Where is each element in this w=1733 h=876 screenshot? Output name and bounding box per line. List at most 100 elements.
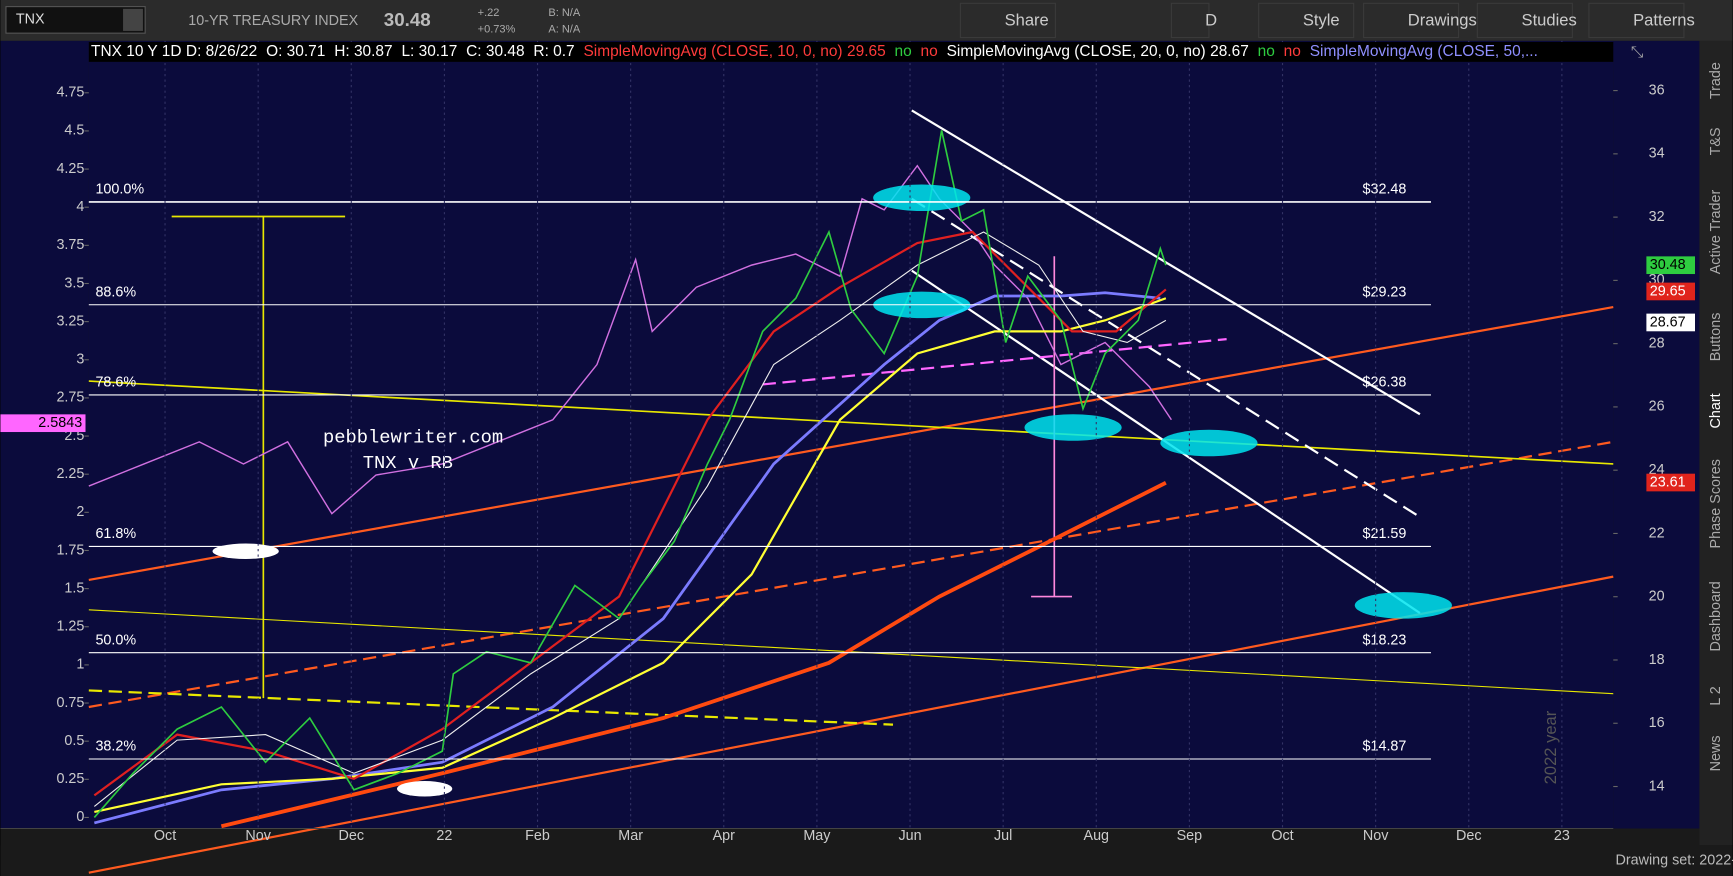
y-tick-label: 3.75 xyxy=(56,237,84,253)
year-label: 2022 year xyxy=(1541,710,1560,784)
fib-pct: 38.2% xyxy=(95,739,136,755)
measure xyxy=(171,215,346,699)
y2-tick-label: 14 xyxy=(1649,778,1665,794)
dropdown[interactable] xyxy=(123,8,143,31)
watermark: TNX v RB xyxy=(363,452,453,474)
toolbar-button[interactable] xyxy=(959,2,1056,39)
right-axis-area xyxy=(1613,40,1700,829)
sidebar-tab[interactable]: Trade xyxy=(1708,62,1724,99)
rb-line xyxy=(88,164,1172,515)
y-tick-label: 0.75 xyxy=(56,695,84,711)
month-label: Jul xyxy=(994,828,1012,844)
info-item: SimpleMovingAvg (CLOSE, 20, 0, no) xyxy=(947,43,1206,60)
marker xyxy=(212,543,279,559)
price-tag xyxy=(1646,282,1695,301)
info-item: D: 8/26/22 xyxy=(186,43,257,60)
last: 30.48 xyxy=(384,9,431,30)
change: +.22 xyxy=(478,7,500,19)
price-tag xyxy=(1646,256,1695,275)
toolbar-button[interactable] xyxy=(1588,2,1685,39)
sidebar-tab[interactable]: Active Trader xyxy=(1708,189,1724,274)
price xyxy=(93,130,1167,818)
yield-tag-label: 2.5843 xyxy=(38,415,82,431)
y-tick-label: 3 xyxy=(76,352,84,368)
info-item: 28.67 xyxy=(1210,43,1249,60)
y-tick-label: 0 xyxy=(76,809,84,825)
info-item: R: 0.7 xyxy=(533,43,574,60)
sidebar-tab[interactable]: T&S xyxy=(1708,127,1724,155)
info-item: no xyxy=(921,43,938,60)
info-item: L: 30.17 xyxy=(401,43,457,60)
fib-pct: 78.6% xyxy=(95,375,136,391)
info-item: TNX 10 Y 1D xyxy=(91,43,181,60)
toolbar-button[interactable] xyxy=(1363,2,1460,39)
sidebar-tab[interactable]: Phase Scores xyxy=(1708,459,1724,548)
trend-line xyxy=(88,689,894,726)
bid: B: N/A xyxy=(548,7,581,19)
info-item: 29.65 xyxy=(847,43,886,60)
sidebar-tab[interactable]: Buttons xyxy=(1708,313,1724,362)
sidebar-tab[interactable]: Chart xyxy=(1708,393,1724,428)
y2-tick-label: 36 xyxy=(1649,82,1665,98)
status: Drawing set: 2022-04-01 xyxy=(1615,852,1733,868)
y2-tick-label: 28 xyxy=(1649,335,1665,351)
fib-price: $26.38 xyxy=(1362,375,1406,391)
y2-tick-label: 20 xyxy=(1649,589,1665,605)
y-tick-label: 4.5 xyxy=(64,123,84,139)
fib-pct: 50.0% xyxy=(95,632,136,648)
y2-tick-label: 18 xyxy=(1649,652,1665,668)
y2-tick-label: 34 xyxy=(1649,146,1665,162)
y-tick-label: 4 xyxy=(76,199,84,215)
sidebar-tab[interactable]: Dashboard xyxy=(1708,581,1724,651)
month-label: Apr xyxy=(713,828,736,844)
fib-price: $14.87 xyxy=(1362,739,1406,755)
info-item: SimpleMovingAvg (CLOSE, 10, 0, no) xyxy=(583,43,842,60)
watermark: pebblewriter.com xyxy=(323,426,503,448)
fib-levels: 100.0% $32.48 88.6% $29.23 78.6% $26.38 61.8% $… xyxy=(88,182,1431,760)
info-item: O: 30.71 xyxy=(266,43,325,60)
toolbar-button-label: Studies xyxy=(1522,10,1577,29)
trend-line xyxy=(88,575,1614,874)
y-tick-label: 1.5 xyxy=(64,580,84,596)
y-tick-label: 2.25 xyxy=(56,466,84,482)
y2-tick-label: 32 xyxy=(1649,209,1665,225)
info-item: C: 30.48 xyxy=(466,43,524,60)
sidebar-tab[interactable]: News xyxy=(1708,735,1724,771)
sma-20 xyxy=(93,231,1167,807)
fib-price: $32.48 xyxy=(1362,182,1406,198)
month-label: Oct xyxy=(154,828,176,844)
toolbar-button-label: Share xyxy=(1005,10,1049,29)
expand-icon[interactable]: ⤡ xyxy=(1631,44,1643,61)
channel-line xyxy=(911,197,1421,518)
y2-tick-label: 26 xyxy=(1649,399,1665,415)
trend-line xyxy=(88,306,1614,582)
info-item: no xyxy=(895,43,912,60)
toolbar-button-label: Style xyxy=(1303,10,1340,29)
symbol: TNX xyxy=(16,12,45,28)
y-tick-label: 0.5 xyxy=(64,733,84,749)
price-tag-label: 28.67 xyxy=(1650,314,1686,330)
info-item: SimpleMovingAvg (CLOSE, 50,... xyxy=(1310,43,1538,60)
yield-tag xyxy=(0,414,86,433)
toolbar-button-label: Drawings xyxy=(1408,10,1477,29)
y-tick-label: 2 xyxy=(76,504,84,520)
toolbar-button[interactable] xyxy=(1170,2,1210,39)
month-label: Nov xyxy=(245,828,271,844)
marker xyxy=(397,780,453,797)
sidebar-tab[interactable]: L 2 xyxy=(1708,686,1724,705)
toolbar-button[interactable] xyxy=(1258,2,1355,39)
y2-tick-label: 22 xyxy=(1649,525,1665,541)
symbol-box[interactable] xyxy=(5,6,146,34)
month-label: Sep xyxy=(1177,828,1203,844)
trend-line xyxy=(762,338,1227,386)
info-item: no xyxy=(1284,43,1301,60)
drawings xyxy=(88,109,1614,874)
toolbar-button[interactable] xyxy=(1476,2,1573,39)
month-label: Mar xyxy=(618,828,643,844)
sma-10 xyxy=(93,230,1167,797)
price-tag-label: 23.61 xyxy=(1650,474,1686,490)
price-tag xyxy=(1646,313,1695,332)
month-label: Dec xyxy=(339,828,365,844)
